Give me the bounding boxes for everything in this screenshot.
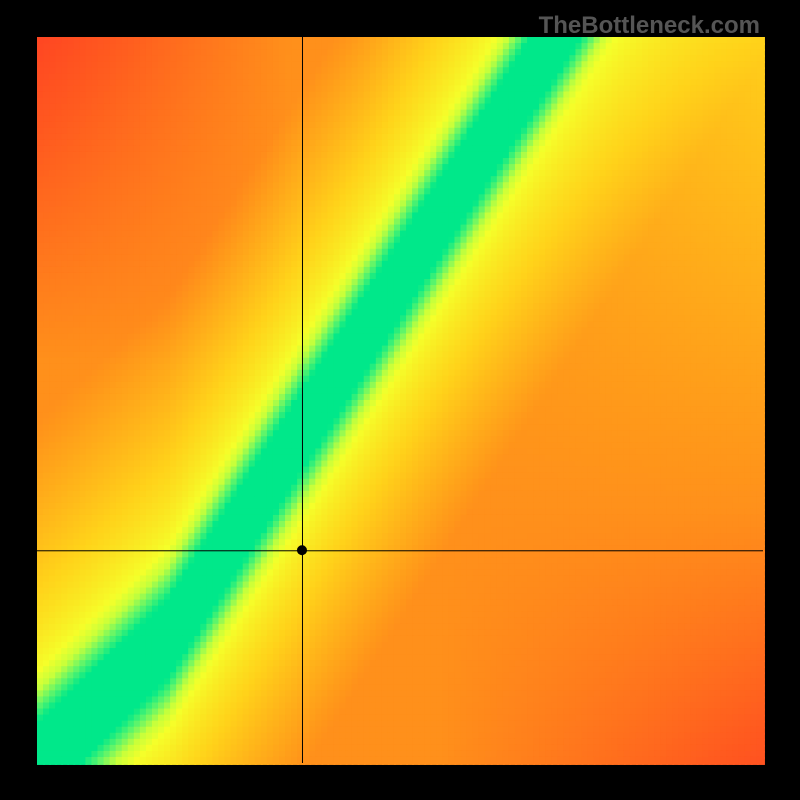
bottleneck-heatmap: [0, 0, 800, 800]
watermark-text: TheBottleneck.com: [539, 12, 760, 40]
